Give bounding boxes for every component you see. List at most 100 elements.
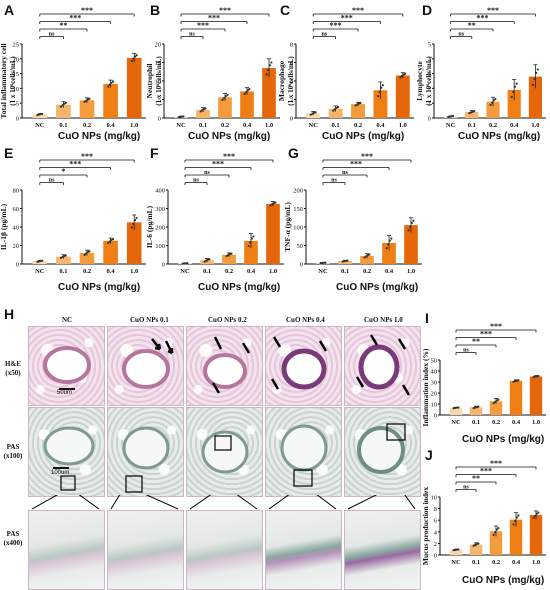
data-point <box>252 235 255 238</box>
data-point <box>85 252 88 255</box>
panel-label-i: I <box>425 310 429 326</box>
bar-0.4 <box>509 519 523 555</box>
data-point <box>107 241 110 244</box>
pas400-image-02 <box>186 510 263 590</box>
data-point <box>336 105 340 109</box>
data-point <box>85 99 88 102</box>
y-axis-label: TNF-α (pg/mL) <box>284 202 292 252</box>
significance-label: ** <box>468 21 476 30</box>
x-tick-label: NC <box>309 122 319 129</box>
x-tick-label: NC <box>180 268 190 275</box>
data-point <box>455 548 458 551</box>
data-point <box>489 103 492 106</box>
significance-label: ns <box>458 31 464 37</box>
data-point <box>83 253 86 256</box>
row-pas100-stain: PAS <box>6 443 20 451</box>
row-he-stain: H&E <box>5 360 21 368</box>
panel-label-j: J <box>425 447 433 463</box>
significance-label: ns <box>193 177 199 183</box>
x-tick-label: 0.1 <box>203 268 211 275</box>
data-point <box>63 102 66 105</box>
bar-1.0 <box>126 222 142 264</box>
data-point <box>130 226 133 229</box>
panel-label-e: E <box>4 145 14 161</box>
bar-0.4 <box>240 91 254 118</box>
bar-0.1 <box>338 261 352 264</box>
y-tick-label: 4 <box>290 79 294 86</box>
data-point <box>226 93 229 97</box>
histology-col-nc: NC <box>62 316 73 324</box>
data-point <box>514 519 517 523</box>
x-axis-label-d: CuO NPs (mg/kg) <box>458 131 541 142</box>
data-point <box>387 243 390 246</box>
x-tick-label: 0.4 <box>510 122 519 129</box>
y-tick-label: 50 <box>297 243 304 250</box>
data-point <box>111 80 115 83</box>
chart-b-neutrophil: 0 5 10 15 20 Neutrophil (1 x 10⁶cells/mL) NC 0.1… <box>146 6 280 129</box>
significance-label: *** <box>361 152 373 161</box>
row-pas400-stain: PAS <box>6 530 20 538</box>
data-point <box>247 244 250 248</box>
pas400-image-04 <box>265 510 342 590</box>
bar-0.2 <box>79 100 95 118</box>
y-axis-label: IL-6 (pg/mL) <box>146 205 154 248</box>
data-point <box>491 101 494 104</box>
significance-label: *** <box>219 6 231 15</box>
x-tick-label: 0.4 <box>247 268 256 275</box>
y-axis-label: Lymphocyte <box>416 61 424 101</box>
y-tick-label: 10 <box>431 495 438 502</box>
data-point <box>378 90 381 94</box>
chart-a-total-inflammatory-cells: 0 5 10 15 20 25 Total inflammatory cell(1 x 10… <box>0 6 146 129</box>
data-point <box>248 88 251 91</box>
x-tick-label: 0.4 <box>376 122 385 129</box>
bar-0.4 <box>103 240 118 264</box>
y-axis-label: Inflammation index (%) <box>422 348 430 426</box>
bar-0.2 <box>351 104 365 118</box>
significance-label: ns <box>49 31 55 37</box>
bar-1.0 <box>262 68 276 118</box>
zoom-connectors <box>31 495 416 510</box>
bar-0.1 <box>196 109 210 118</box>
x-tick-label: 0.4 <box>512 559 521 566</box>
histology-row-pas100: PAS (x100) <box>2 443 24 461</box>
chart-c-macrophage: 0 2 4 6 8 Macrophage (1 x 10⁶cells/mL) NC 0.1 0.2… <box>278 6 414 129</box>
y-tick-label: 0 <box>158 116 161 123</box>
y-tick-label: 25 <box>13 42 20 49</box>
data-point <box>83 100 86 103</box>
x-tick-label: 0.2 <box>492 419 500 426</box>
data-point <box>494 97 497 101</box>
data-point <box>535 512 538 515</box>
y-axis-label-units: (1 x 10⁶cells/mL) <box>287 56 295 106</box>
y-tick-label: 5 <box>158 97 161 104</box>
x-tick-label: 0.2 <box>492 559 500 566</box>
data-point <box>512 523 515 526</box>
data-point <box>457 406 460 409</box>
significance-label: *** <box>490 459 502 468</box>
data-point <box>409 225 412 228</box>
x-tick-label: 1.0 <box>532 419 540 426</box>
y-tick-label: 0 <box>290 116 293 123</box>
data-point <box>510 96 513 99</box>
x-tick-label: 0.2 <box>489 122 497 129</box>
data-point <box>400 74 404 78</box>
x-tick-label: 0.2 <box>225 268 233 275</box>
data-point <box>314 111 317 114</box>
x-tick-label: 0.2 <box>83 268 91 275</box>
x-tick-label: 0.4 <box>385 268 394 275</box>
pas400-image-10 <box>344 510 421 590</box>
bar-0.2 <box>489 401 503 415</box>
bar-0.2 <box>360 255 374 264</box>
data-point <box>535 71 538 75</box>
bar-0.2 <box>222 254 236 264</box>
data-point <box>359 101 362 105</box>
data-point <box>492 99 495 102</box>
bar-1.0 <box>395 75 410 118</box>
significance-label: *** <box>81 152 93 161</box>
bar-NC <box>32 261 48 264</box>
y-tick-label: 1 <box>428 101 431 108</box>
bar-1.0 <box>126 57 142 118</box>
data-point <box>497 526 500 530</box>
significance-label: *** <box>223 152 235 161</box>
